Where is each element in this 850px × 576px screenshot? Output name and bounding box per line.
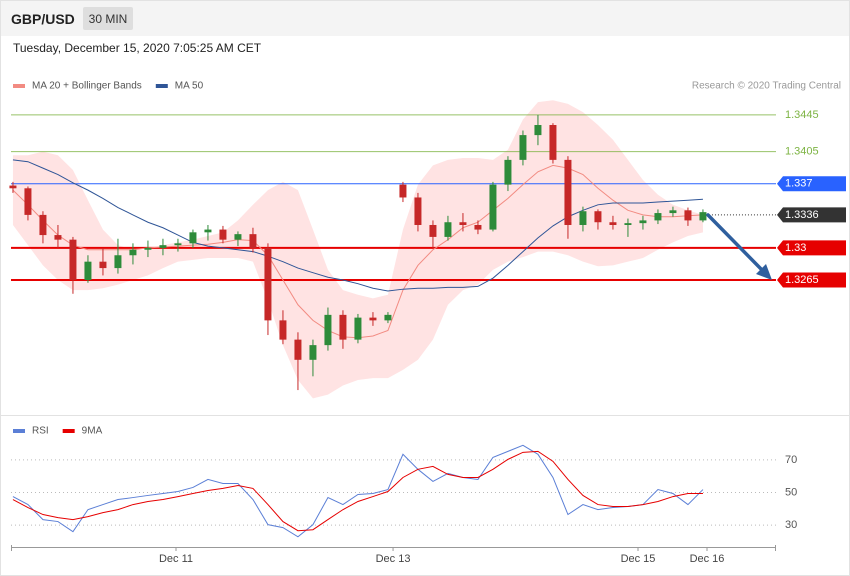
arrow-head — [756, 264, 772, 280]
candle-body — [324, 314, 332, 346]
candle-body — [444, 222, 452, 237]
legend-label: 9MA — [82, 426, 103, 437]
candle-body — [294, 339, 302, 360]
candle-body — [264, 247, 272, 321]
candle-body — [399, 184, 407, 198]
candle-body — [114, 255, 122, 269]
candle-body — [39, 214, 47, 236]
x-tick-label: Dec 13 — [376, 553, 411, 565]
y-tick-label: 30 — [785, 519, 797, 531]
indicator-line — [12, 444, 704, 538]
credit: Research © 2020 Trading Central — [692, 81, 841, 92]
legend-label: RSI — [32, 426, 49, 437]
candle-body — [594, 211, 602, 223]
price-panel: 1.3445 1.3405 1.337 1.33 1.3265 1.3336 MA 20 +… — [9, 81, 846, 399]
candle-body — [474, 224, 482, 230]
y-tick-label: 70 — [785, 454, 797, 466]
candle-body — [69, 239, 77, 281]
candle-body — [384, 314, 392, 321]
level-label: 1.3405 — [785, 146, 819, 158]
level-tag — [777, 176, 846, 192]
legend-swatch — [13, 429, 25, 433]
candle-body — [159, 245, 167, 248]
candle-body — [354, 317, 362, 340]
x-tick-label: Dec 11 — [159, 553, 193, 565]
candle-body — [129, 249, 137, 256]
last-price-tag — [777, 207, 846, 223]
candle-body — [234, 234, 242, 240]
symbol: GBP/USD — [11, 11, 75, 27]
moving-average — [12, 159, 703, 292]
candle-body — [684, 210, 692, 221]
candle-body — [624, 223, 632, 225]
candle-body — [24, 188, 32, 215]
candle-body — [54, 235, 62, 240]
candle-body — [534, 125, 542, 136]
candle-body — [414, 197, 422, 225]
level-label: 1.3445 — [785, 109, 819, 121]
indicator-line — [12, 450, 703, 532]
arrow-shaft — [706, 213, 766, 274]
candle-body — [489, 184, 497, 230]
level-label: 1.337 — [785, 178, 813, 190]
level-label: 1.33 — [785, 242, 806, 254]
candle-body — [429, 224, 437, 237]
candle-body — [189, 232, 197, 244]
rsi-panel: 30 50 70 Dec 11 Dec 13 Dec 15 Dec 16 RSI 9MA — [11, 426, 797, 565]
candle-body — [639, 220, 647, 224]
last-price-label: 1.3336 — [785, 209, 819, 221]
candle-body — [504, 159, 512, 185]
legend-swatch — [62, 429, 75, 433]
level-tag — [777, 272, 846, 288]
header-bar — [1, 1, 849, 36]
x-tick-label: Dec 16 — [690, 553, 725, 565]
level-label: 1.3265 — [785, 274, 819, 286]
candle-body — [219, 229, 227, 240]
candle-body — [279, 320, 287, 340]
candle-body — [564, 159, 572, 225]
candle-body — [654, 213, 662, 221]
candle-body — [249, 234, 257, 248]
interval: 30 MIN — [89, 12, 128, 26]
candle-body — [174, 243, 182, 246]
candle-body — [339, 314, 347, 340]
legend-swatch — [155, 84, 168, 88]
candle-body — [609, 222, 617, 225]
candle-body — [309, 345, 317, 360]
timestamp: Tuesday, December 15, 2020 7:05:25 AM CE… — [13, 41, 262, 55]
legend-label: MA 20 + Bollinger Bands — [32, 81, 142, 92]
candle-body — [519, 135, 527, 160]
candle-body — [549, 125, 557, 160]
legend-label: MA 50 — [175, 81, 204, 92]
candle-body — [144, 247, 152, 250]
candle-body — [84, 261, 92, 281]
bollinger-band — [12, 100, 703, 399]
x-tick-label: Dec 15 — [621, 553, 656, 565]
y-tick-label: 50 — [785, 487, 797, 499]
candle-body — [669, 210, 677, 214]
candle-body — [699, 212, 707, 221]
candle-body — [579, 211, 587, 225]
candle-body — [99, 261, 107, 269]
candle-body — [9, 185, 17, 189]
candle-body — [369, 317, 377, 321]
projection-arrow — [706, 213, 772, 280]
interval-badge — [83, 7, 133, 30]
legend-swatch — [13, 84, 25, 88]
candle-body — [459, 222, 467, 225]
level-tag — [777, 240, 846, 256]
candle-body — [204, 229, 212, 233]
